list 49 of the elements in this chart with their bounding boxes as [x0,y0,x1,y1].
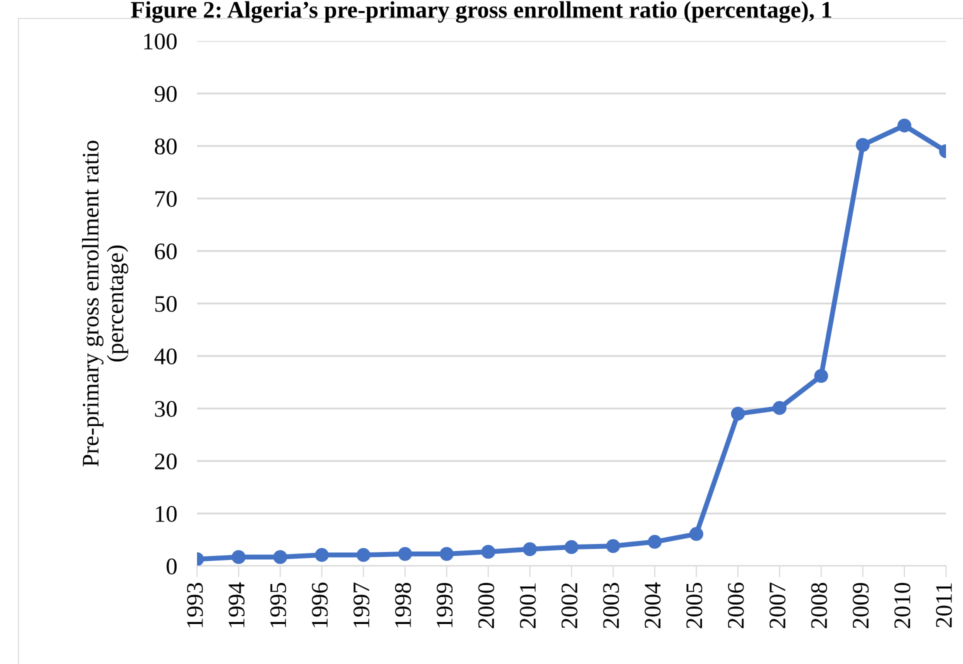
y-tick-label: 30 [155,400,177,417]
point [522,542,537,556]
x-tick-label: 2011 [936,583,952,628]
point [314,548,329,562]
point [897,118,912,132]
y-tick-label: 20 [154,453,177,470]
x-tick-label: 2003 [603,582,620,628]
x-tick-label: 2010 [894,582,910,628]
x-tick-label: 2001 [520,583,536,628]
x-tick-label: 2005 [686,582,702,628]
y-tick-label: 10 [156,506,177,522]
y-tick-label: 60 [154,243,177,260]
point [856,138,870,152]
x-tick-label: 2007 [770,582,786,628]
x-tick-label: 2008 [811,582,828,628]
chart-title: Figure 2: Algeria’s pre-primary gross enrollment ratio (percentage), 1 [130,1,832,23]
point [481,544,496,559]
x-tick-label: 1994 [228,582,245,628]
y-tick-label: 40 [154,348,177,364]
x-tick-label: 1995 [270,582,286,628]
x-tick-label: 1998 [395,582,411,628]
y-tick-label: 90 [154,86,177,102]
x-tick-label: 2009 [852,582,869,628]
y-tick-label: 0 [166,558,177,574]
x-tick-label: 1999 [436,582,453,628]
point [731,406,745,421]
point [606,539,620,553]
y-tick-label: 50 [155,296,177,312]
x-tick-label: 1997 [353,582,370,628]
point [232,550,246,564]
x-tick-label: 1993 [187,582,203,628]
point [564,540,578,554]
x-tick-label: 2002 [561,583,578,628]
point [356,548,370,562]
point [648,534,662,549]
x-tick-label: 2004 [644,582,661,628]
x-tick-label: 2006 [728,582,744,628]
y-tick-label: 80 [154,138,177,154]
x-tick-label: 1996 [312,582,328,628]
point [772,401,786,415]
point [398,546,412,561]
x-tick-label: 2000 [478,582,494,628]
y-tick-label: 100 [144,33,177,50]
point [440,546,454,561]
y-tick-label: 70 [156,190,177,207]
point [689,527,704,541]
y-axis-title: Pre-primary gross enrollment ratio (percentage) [82,140,128,466]
point [814,369,828,383]
point [273,550,288,564]
